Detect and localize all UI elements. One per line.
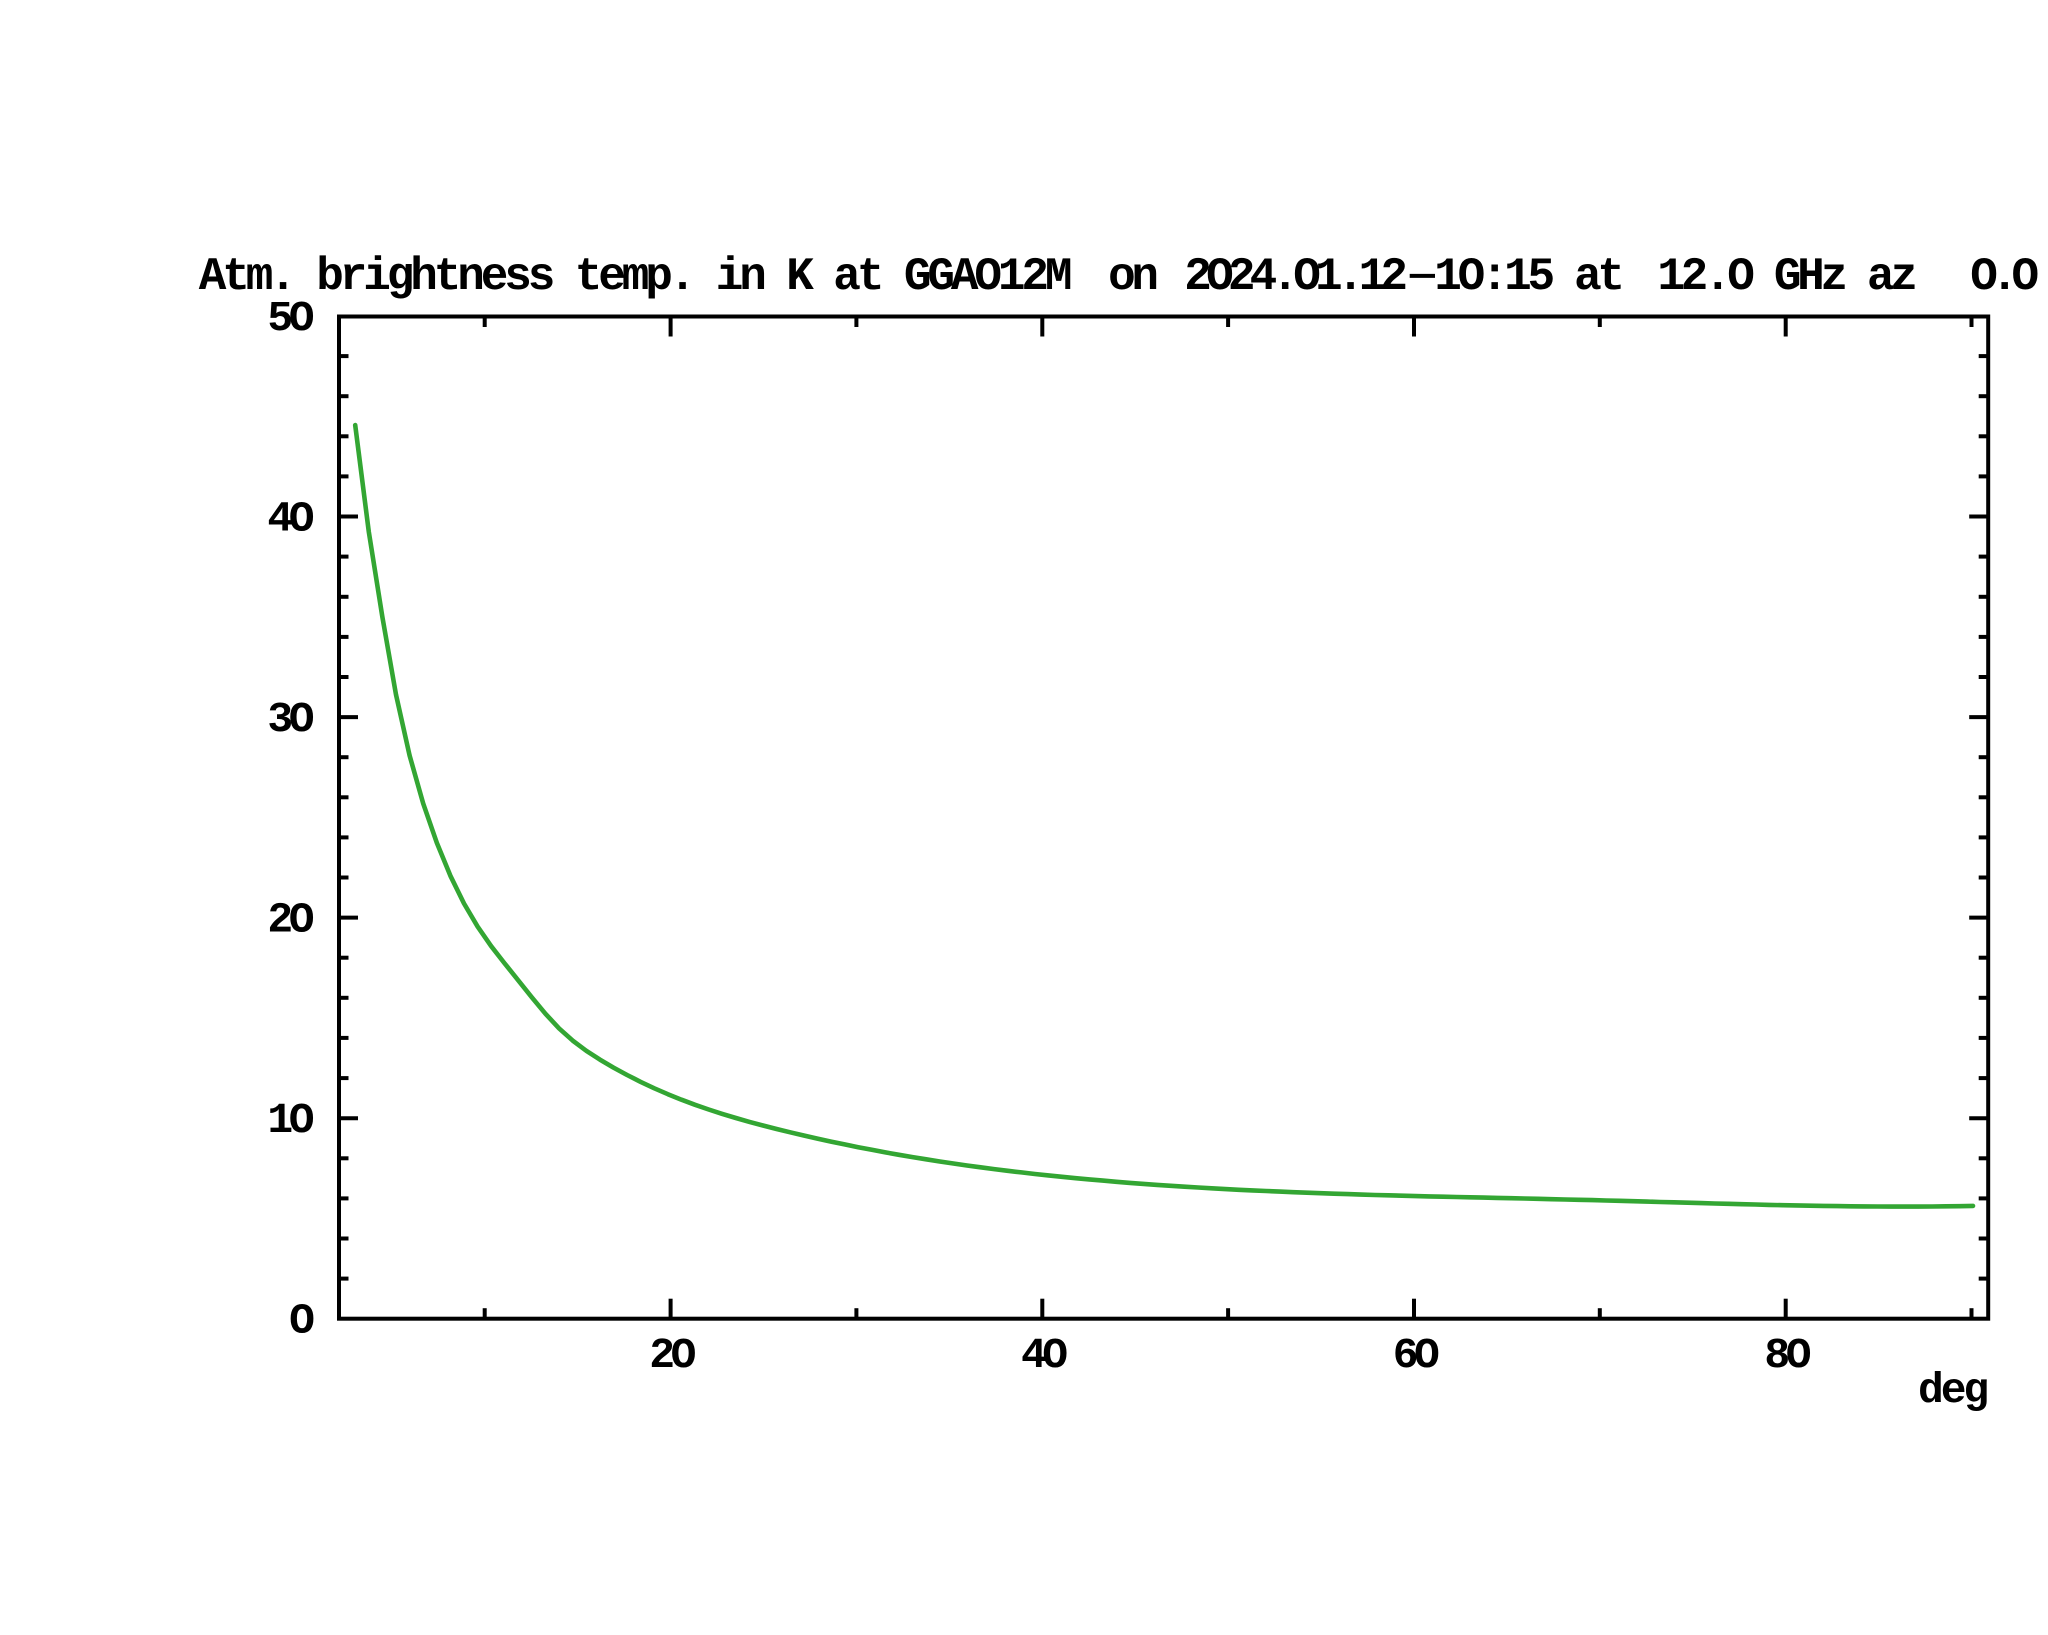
svg-text:1O: 1O — [267, 1096, 313, 1145]
svg-text:3O: 3O — [267, 695, 313, 744]
svg-text:5O: 5O — [267, 294, 313, 343]
svg-text:Atm. brightness temp. in K at: Atm. brightness temp. in K at GGAO12M — [199, 251, 1071, 303]
svg-text:on: on — [1108, 251, 1156, 303]
svg-text:deg: deg — [1918, 1366, 1987, 1415]
svg-text:12.O GHz az: 12.O GHz az — [1657, 251, 1915, 303]
svg-text:O: O — [289, 1297, 314, 1346]
svg-text:O.O: O.O — [1970, 251, 2037, 303]
svg-text:2O: 2O — [267, 896, 313, 945]
svg-text:2O: 2O — [649, 1331, 695, 1380]
svg-text:4O: 4O — [267, 494, 313, 543]
svg-text:8O: 8O — [1764, 1331, 1810, 1380]
svg-text:6O: 6O — [1393, 1331, 1439, 1380]
svg-text:1O:15 at: 1O:15 at — [1434, 251, 1621, 303]
svg-text:2O24.O1.12: 2O24.O1.12 — [1184, 251, 1405, 303]
svg-text:4O: 4O — [1021, 1331, 1067, 1380]
